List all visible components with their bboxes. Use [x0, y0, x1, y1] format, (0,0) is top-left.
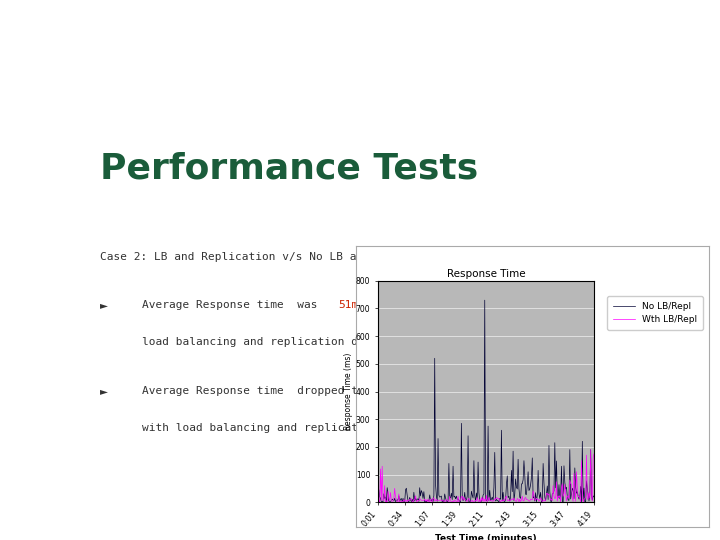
No LB/Repl [400, 498, 409, 505]
No LB/Repl [464, 498, 473, 505]
No LB/Repl [480, 297, 489, 303]
Line: No LB/Repl: No LB/Repl [378, 300, 594, 502]
Text: Case 2: LB and Replication v/s No LB and Repl: Case 2: LB and Replication v/s No LB and… [99, 252, 403, 261]
Wth LB/Repl [586, 447, 595, 453]
Wth LB/Repl [400, 498, 409, 505]
Wth LB/Repl [580, 495, 589, 502]
No LB/Repl [382, 499, 391, 505]
Text: load balancing and replication disabled: load balancing and replication disabled [142, 338, 405, 347]
Wth LB/Repl [395, 499, 404, 505]
Text: ►: ► [99, 300, 108, 310]
Line: Wth LB/Repl: Wth LB/Repl [378, 450, 594, 502]
No LB/Repl [549, 488, 558, 494]
Text: 51ms: 51ms [338, 300, 365, 310]
Wth LB/Repl [549, 482, 557, 489]
Y-axis label: Response Time (ms): Response Time (ms) [344, 353, 353, 430]
Legend: No LB/Repl, Wth LB/Repl: No LB/Repl, Wth LB/Repl [607, 296, 703, 330]
Wth LB/Repl [590, 450, 598, 457]
No LB/Repl [374, 497, 382, 503]
X-axis label: Test Time (minutes): Test Time (minutes) [435, 534, 537, 540]
Text: 19ms: 19ms [389, 386, 415, 396]
Wth LB/Repl [465, 498, 474, 504]
Text: with: with [367, 300, 401, 310]
Wth LB/Repl [464, 495, 473, 502]
Text: Average Response time  was: Average Response time was [142, 300, 324, 310]
No LB/Repl [465, 497, 474, 504]
Text: with load balancing and replication.: with load balancing and replication. [142, 423, 385, 433]
No LB/Repl [405, 494, 414, 501]
Text: Average Response time  dropped to: Average Response time dropped to [142, 386, 372, 396]
No LB/Repl [581, 498, 590, 505]
No LB/Repl [590, 494, 598, 500]
Text: Performance Tests: Performance Tests [99, 152, 478, 185]
Text: ►: ► [99, 386, 108, 396]
Wth LB/Repl [405, 496, 414, 503]
Title: Response Time: Response Time [446, 268, 526, 279]
Wth LB/Repl [374, 498, 382, 504]
